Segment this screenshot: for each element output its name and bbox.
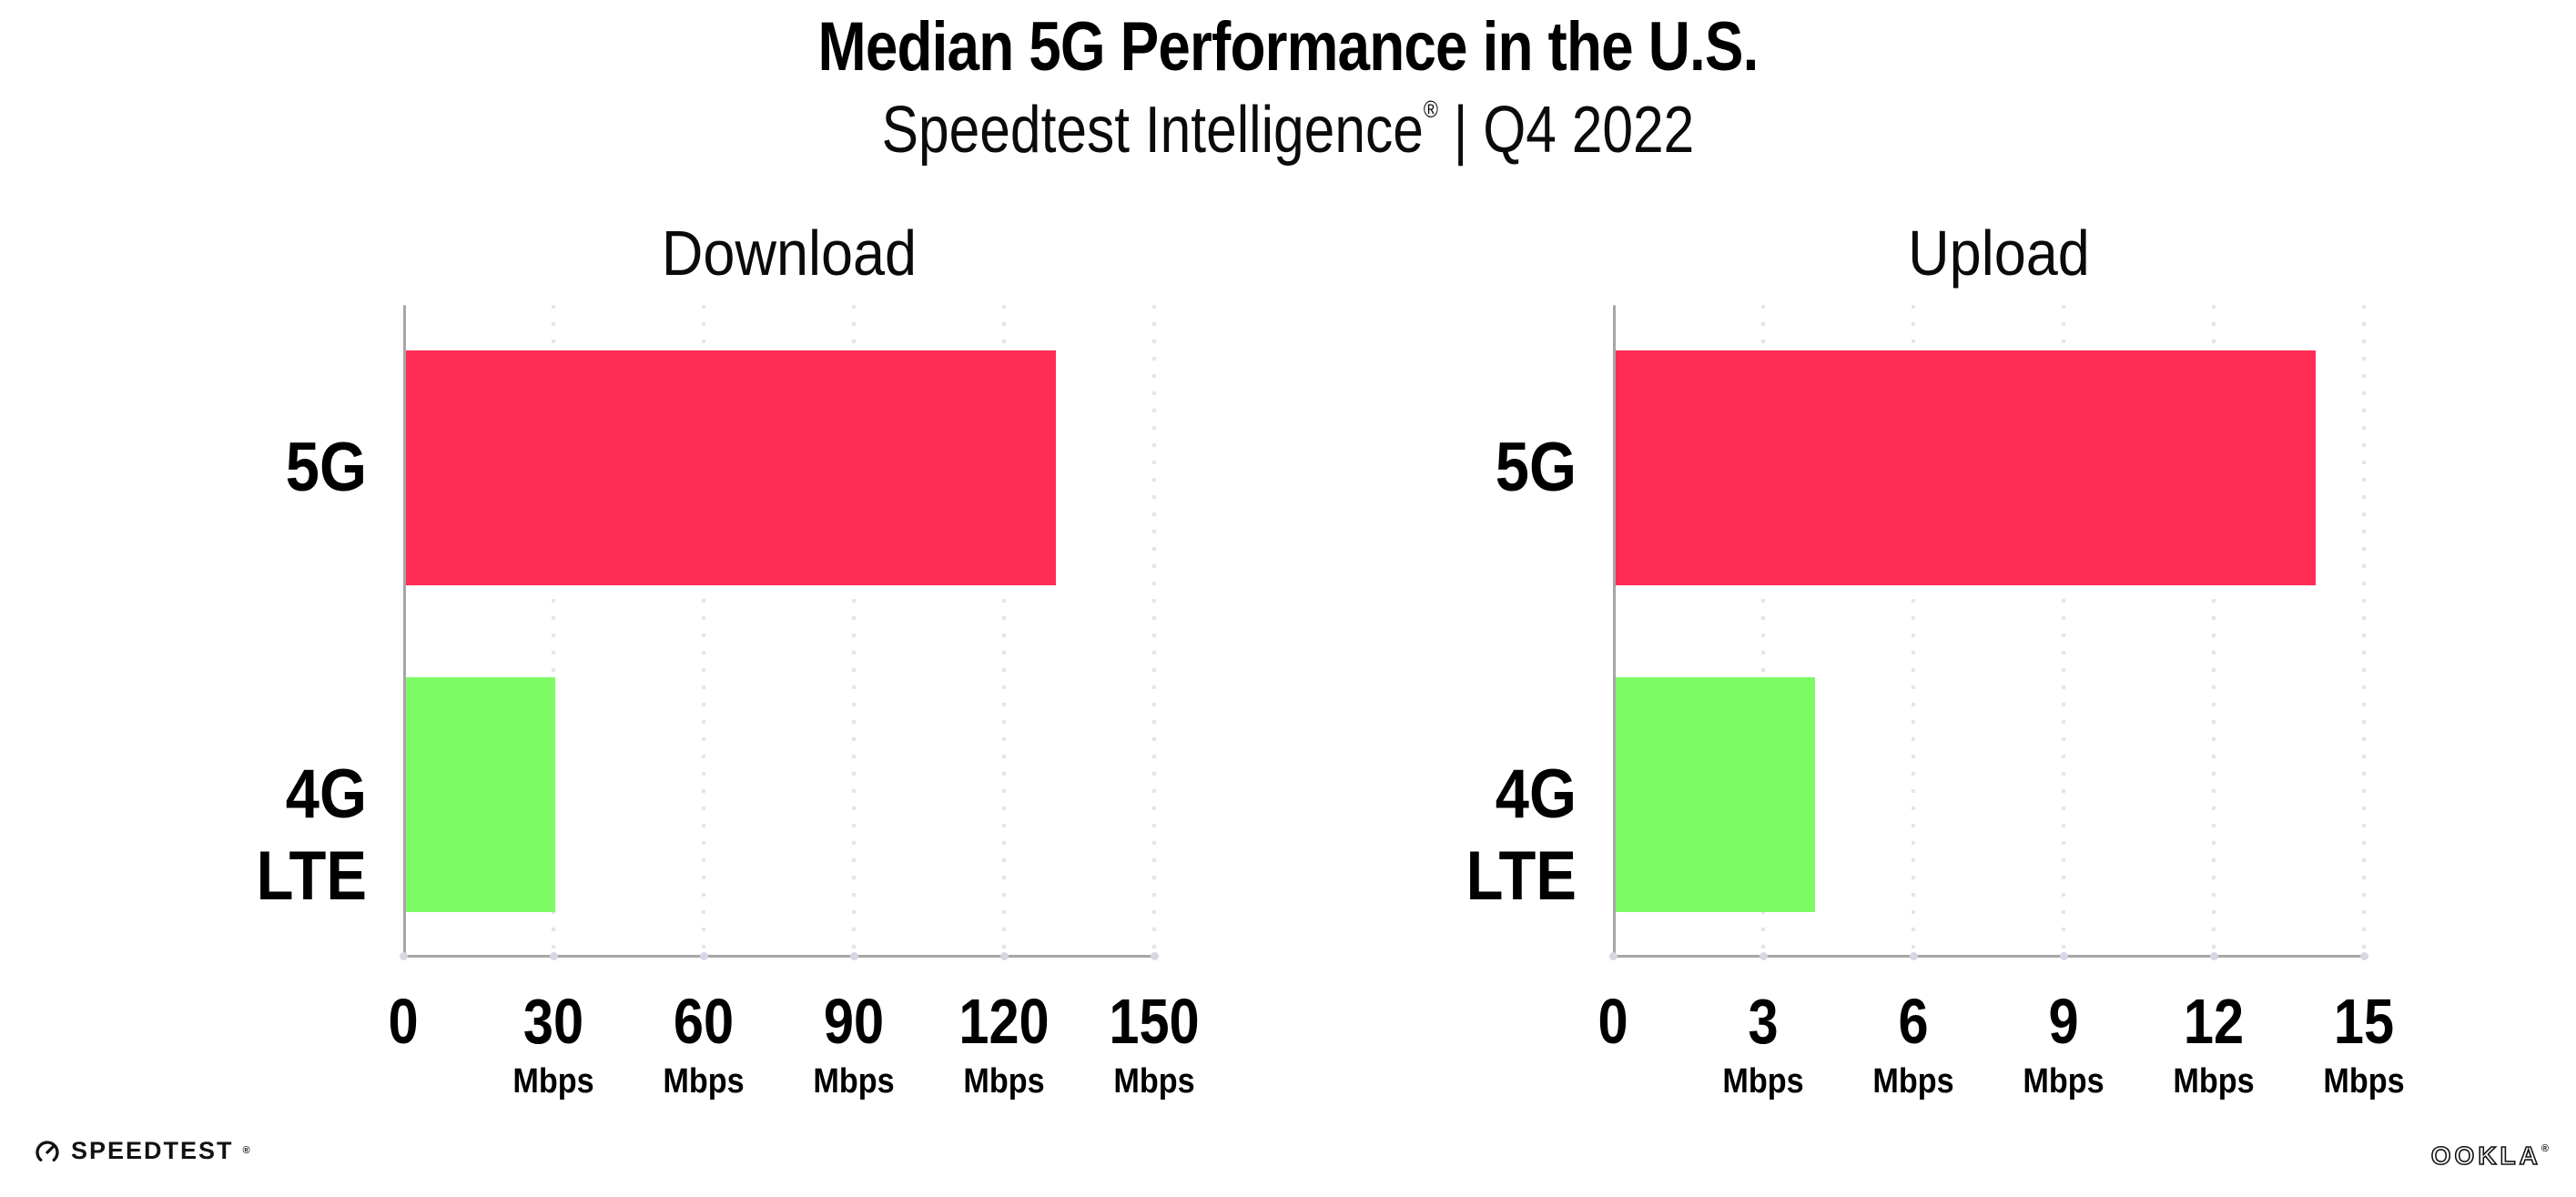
tick-dot-3 bbox=[1759, 952, 1768, 960]
x-tick-12: 12 Mbps bbox=[2123, 989, 2305, 1100]
x-tick-0: 0 bbox=[312, 989, 494, 1054]
x-axis-line bbox=[403, 955, 1158, 958]
y-category-label-5g: 5G bbox=[285, 429, 367, 507]
y-axis-line bbox=[403, 305, 406, 958]
subtitle-brand: Speedtest Intelligence bbox=[881, 94, 1424, 167]
x-tick-3: 3 Mbps bbox=[1672, 989, 1854, 1100]
gridline-120 bbox=[1002, 305, 1006, 958]
gridline-30 bbox=[552, 305, 555, 958]
page-title: Median 5G Performance in the U.S. bbox=[817, 8, 1759, 86]
subtitle-period: Q4 2022 bbox=[1483, 94, 1695, 167]
x-tick-unit: Mbps bbox=[2173, 1062, 2255, 1101]
x-tick-unit: Mbps bbox=[1113, 1062, 1195, 1101]
tick-dot-15 bbox=[2359, 952, 2368, 960]
gridline-15 bbox=[2362, 305, 2366, 958]
speedtest-registered-mark: ® bbox=[242, 1145, 250, 1156]
chart-title-download: Download bbox=[661, 218, 918, 289]
upload-chart: Upload 5G 4G LTE 0 3 Mbps 6 Mbps 9 Mbps 12 Mbps 15 M… bbox=[1355, 217, 2405, 1113]
x-tick-number: 90 bbox=[823, 986, 885, 1057]
x-tick-unit: Mbps bbox=[1872, 1062, 1954, 1101]
y-category-label-5g: 5G bbox=[1495, 429, 1577, 507]
x-tick-unit: Mbps bbox=[963, 1062, 1045, 1101]
tick-dot-60 bbox=[699, 952, 708, 960]
x-tick-60: 60 Mbps bbox=[613, 989, 795, 1100]
speedtest-logo: SPEEDTEST ® bbox=[33, 1136, 250, 1165]
x-tick-0: 0 bbox=[1522, 989, 1704, 1054]
tick-dot-0 bbox=[399, 952, 408, 960]
gridline-3 bbox=[1761, 305, 1765, 958]
registered-mark: ® bbox=[1423, 96, 1438, 123]
x-tick-number: 6 bbox=[1898, 986, 1929, 1057]
tick-dot-12 bbox=[2209, 952, 2218, 960]
ookla-logo: OOKLA® bbox=[2430, 1141, 2549, 1171]
gridline-12 bbox=[2212, 305, 2216, 958]
x-tick-number: 120 bbox=[958, 986, 1050, 1057]
x-tick-unit: Mbps bbox=[813, 1062, 895, 1101]
gridline-6 bbox=[1912, 305, 1915, 958]
tick-dot-9 bbox=[2059, 952, 2068, 960]
x-tick-number: 0 bbox=[388, 986, 419, 1057]
x-tick-number: 60 bbox=[673, 986, 735, 1057]
x-tick-15: 15 Mbps bbox=[2273, 989, 2455, 1100]
gridline-90 bbox=[852, 305, 856, 958]
gridline-150 bbox=[1152, 305, 1156, 958]
y-axis-line bbox=[1613, 305, 1616, 958]
tick-dot-6 bbox=[1909, 952, 1918, 960]
page-subtitle: Speedtest Intelligence® | Q4 2022 bbox=[206, 93, 2369, 167]
ookla-wordmark: OOKLA bbox=[2430, 1141, 2541, 1171]
x-tick-unit: Mbps bbox=[663, 1062, 745, 1101]
x-tick-number: 9 bbox=[2048, 986, 2079, 1057]
tick-dot-0 bbox=[1608, 952, 1618, 960]
x-tick-number: 3 bbox=[1748, 986, 1779, 1057]
x-tick-unit: Mbps bbox=[1722, 1062, 1804, 1101]
tick-dot-120 bbox=[999, 952, 1009, 960]
x-tick-90: 90 Mbps bbox=[763, 989, 945, 1100]
x-tick-9: 9 Mbps bbox=[1973, 989, 2155, 1100]
bar-5g bbox=[405, 350, 1056, 586]
x-tick-number: 30 bbox=[522, 986, 584, 1057]
x-tick-unit: Mbps bbox=[2023, 1062, 2104, 1101]
x-tick-number: 150 bbox=[1109, 986, 1200, 1057]
x-axis-line bbox=[1613, 955, 2368, 958]
x-tick-unit: Mbps bbox=[512, 1062, 594, 1101]
ookla-registered-mark: ® bbox=[2541, 1143, 2549, 1154]
x-tick-unit: Mbps bbox=[2323, 1062, 2405, 1101]
speedtest-gauge-icon bbox=[33, 1136, 62, 1165]
x-tick-number: 12 bbox=[2183, 986, 2245, 1057]
x-tick-number: 15 bbox=[2333, 986, 2395, 1057]
download-plot-area bbox=[399, 305, 1175, 960]
bar-4g-lte bbox=[405, 676, 555, 912]
x-tick-30: 30 Mbps bbox=[462, 989, 644, 1100]
download-chart: Download 5G 4G LTE 0 30 Mbps 60 Mbps 90 Mbps 120 M… bbox=[146, 217, 1200, 1113]
x-tick-number: 0 bbox=[1597, 986, 1628, 1057]
x-tick-150: 150 Mbps bbox=[1063, 989, 1245, 1100]
y-category-label-4g-lte: 4G LTE bbox=[1465, 755, 1577, 915]
gridline-9 bbox=[2062, 305, 2065, 958]
tick-dot-30 bbox=[549, 952, 558, 960]
speedtest-wordmark: SPEEDTEST bbox=[71, 1136, 234, 1164]
bar-4g-lte bbox=[1615, 676, 1815, 912]
chart-title-upload: Upload bbox=[1908, 218, 2090, 289]
bar-5g bbox=[1615, 350, 2316, 586]
upload-plot-area bbox=[1608, 305, 2385, 960]
tick-dot-90 bbox=[849, 952, 858, 960]
x-tick-120: 120 Mbps bbox=[913, 989, 1095, 1100]
y-category-label-4g-lte: 4G LTE bbox=[256, 755, 367, 915]
x-tick-6: 6 Mbps bbox=[1822, 989, 2004, 1100]
gridline-60 bbox=[702, 305, 705, 958]
subtitle-separator: | bbox=[1437, 94, 1484, 167]
tick-dot-150 bbox=[1150, 952, 1159, 960]
